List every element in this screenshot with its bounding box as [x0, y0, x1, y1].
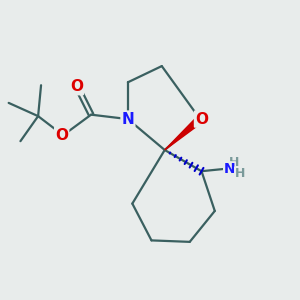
Polygon shape	[165, 116, 202, 150]
Text: N: N	[224, 162, 235, 176]
Text: H: H	[235, 167, 245, 180]
Text: N: N	[122, 112, 134, 127]
Text: O: O	[70, 79, 83, 94]
Text: H: H	[229, 157, 239, 169]
Text: O: O	[55, 128, 68, 143]
Text: O: O	[195, 112, 208, 127]
